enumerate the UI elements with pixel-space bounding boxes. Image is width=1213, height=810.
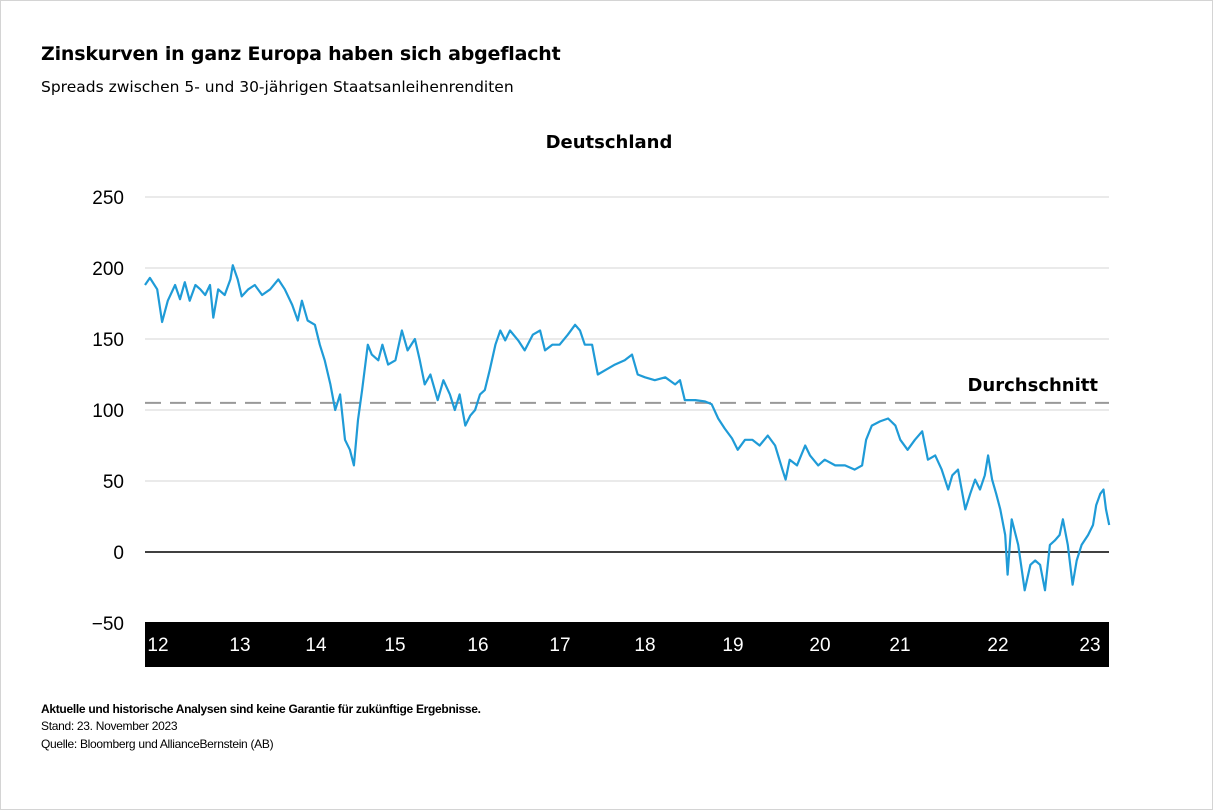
x-tick-label: 18 — [634, 635, 655, 656]
series-line — [144, 264, 1111, 592]
y-tick-label: −50 — [92, 614, 124, 635]
y-tick-label: 150 — [92, 330, 124, 351]
panel-title: Deutschland — [545, 132, 673, 153]
y-tick-label: 50 — [103, 472, 124, 493]
y-tick-label: 200 — [92, 259, 124, 280]
x-tick-label: 17 — [549, 635, 570, 656]
average-label: Durchschnitt — [967, 375, 1098, 396]
x-tick-label: 12 — [147, 635, 168, 656]
x-tick-label: 16 — [467, 635, 488, 656]
x-tick-label: 20 — [809, 635, 830, 656]
y-tick-label: 0 — [113, 543, 124, 564]
x-tick-label: 23 — [1079, 635, 1100, 656]
x-tick-label: 13 — [229, 635, 250, 656]
date-note: Stand: 23. November 2023 — [41, 719, 178, 733]
y-tick-label: 100 — [92, 401, 124, 422]
source-note: Quelle: Bloomberg und AllianceBernstein … — [41, 737, 274, 751]
disclaimer: Aktuelle und historische Analysen sind k… — [41, 702, 481, 716]
x-tick-label: 15 — [384, 635, 405, 656]
x-tick-label: 14 — [305, 635, 327, 656]
chart-subtitle: Spreads zwischen 5- und 30-jährigen Staa… — [41, 78, 514, 96]
x-tick-label: 22 — [987, 635, 1008, 656]
x-tick-label: 21 — [889, 635, 910, 656]
chart-main-title: Zinskurven in ganz Europa haben sich abg… — [41, 43, 561, 65]
y-tick-label: 250 — [92, 188, 124, 209]
x-axis-band — [145, 622, 1109, 667]
x-tick-label: 19 — [722, 635, 743, 656]
